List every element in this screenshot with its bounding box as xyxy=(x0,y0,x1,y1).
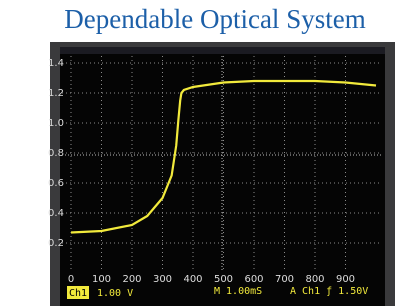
x-tick-label: 200 xyxy=(122,274,141,285)
y-tick-label: 0.4 xyxy=(48,208,64,219)
y-tick-label: 0.8 xyxy=(48,148,64,159)
x-tick-label: 300 xyxy=(153,274,172,285)
x-tick-label: 800 xyxy=(305,274,324,285)
x-tick-label: 900 xyxy=(336,274,355,285)
x-tick-label: 600 xyxy=(244,274,263,285)
volts-per-div: 1.00 V xyxy=(97,288,133,299)
y-tick-label: 1.2 xyxy=(48,88,64,99)
x-tick-label: 0 xyxy=(68,274,74,285)
trigger: A Ch1 ƒ 1.50V xyxy=(290,286,368,297)
x-tick-label: 500 xyxy=(214,274,233,285)
y-tick-label: 0.6 xyxy=(48,178,64,189)
channel-label: Ch1 xyxy=(69,288,87,299)
timebase: M 1.00mS xyxy=(214,286,262,297)
x-tick-label: 400 xyxy=(183,274,202,285)
y-tick-label: 1.0 xyxy=(48,118,64,129)
y-tick-label: 0.2 xyxy=(48,238,64,249)
page-title: Dependable Optical System xyxy=(64,4,365,34)
page: Dependable Optical System Ch1 1.00 V M 1… xyxy=(0,0,415,306)
x-tick-label: 100 xyxy=(92,274,111,285)
status-bar xyxy=(60,47,385,54)
y-tick-label: 1.4 xyxy=(48,58,64,69)
x-tick-label: 700 xyxy=(275,274,294,285)
